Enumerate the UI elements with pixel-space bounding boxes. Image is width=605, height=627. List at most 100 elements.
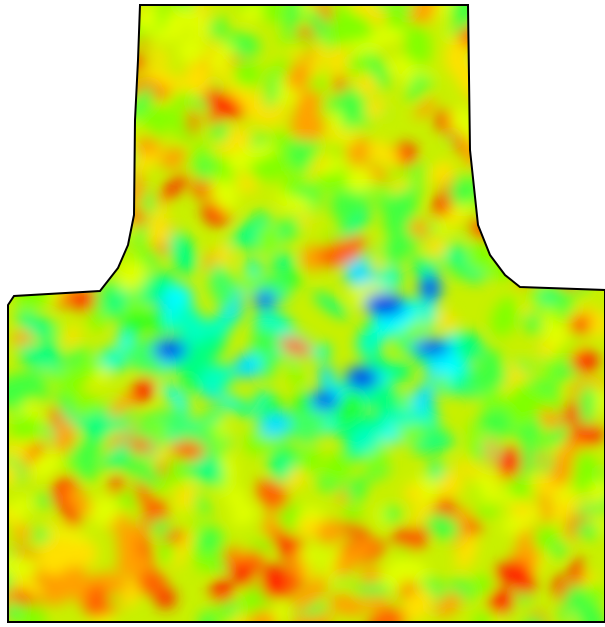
blob [566, 223, 594, 252]
blob [472, 154, 511, 204]
blob [31, 67, 57, 101]
blob [46, 125, 83, 146]
blob [561, 96, 602, 137]
blob [546, 25, 582, 71]
blob [70, 271, 96, 288]
blob [528, 115, 577, 164]
blob [514, 177, 543, 201]
blob [558, 73, 585, 97]
blob [487, 130, 521, 169]
blob [14, 18, 49, 55]
blob [544, 13, 565, 35]
blob [18, 15, 52, 31]
blob [566, 238, 587, 260]
blue-spot [418, 343, 446, 353]
blob [518, 5, 558, 38]
blob [468, 15, 489, 38]
blob [516, 106, 535, 122]
blob [40, 193, 76, 213]
blob [538, 27, 570, 70]
blob [508, 193, 554, 212]
blob [483, 86, 520, 124]
blob [42, 227, 75, 258]
blob [511, 229, 538, 249]
blob [26, 91, 53, 110]
blob [569, 0, 605, 25]
blob [507, 83, 532, 120]
blob [0, 96, 31, 127]
blob [583, 165, 605, 189]
blob [479, 193, 518, 232]
blob [521, 205, 552, 227]
blob [499, 155, 521, 173]
blob [542, 146, 584, 194]
blob [561, 205, 592, 233]
blob [56, 79, 78, 125]
blue-spot [316, 394, 334, 406]
blue-spot [350, 370, 374, 386]
blob [32, 233, 69, 276]
blob [32, 84, 60, 113]
blue-spot [424, 278, 436, 298]
blob [525, 159, 559, 195]
blob [103, 127, 137, 163]
blob [30, 185, 74, 220]
blob [32, 173, 52, 195]
blob [560, 35, 583, 59]
blob [578, 18, 605, 46]
blob [548, 149, 580, 179]
blob [0, 226, 37, 280]
blob [552, 226, 582, 262]
field-fill [0, 0, 605, 627]
blob [0, 23, 26, 58]
blob [567, 188, 605, 230]
blob [70, 3, 113, 39]
blob [66, 163, 80, 201]
blob [506, 180, 539, 208]
blob [589, 112, 605, 137]
blob [563, 224, 589, 245]
blob [100, 162, 135, 192]
blob [507, 0, 535, 34]
blob [11, 85, 56, 110]
blob [475, 57, 501, 99]
blob [534, 212, 569, 240]
blob [574, 196, 605, 235]
blob [38, 56, 55, 103]
blob [67, 15, 97, 45]
blob [84, 234, 114, 264]
blob [538, 205, 566, 234]
blob [7, 0, 37, 11]
blob [25, 165, 64, 199]
blob [0, 157, 27, 182]
blob [59, 142, 88, 176]
blob [29, 63, 60, 92]
blob [535, 78, 585, 126]
blob [503, 21, 539, 68]
blob [67, 34, 91, 60]
blob [74, 42, 119, 85]
blob [497, 139, 524, 166]
blob [558, 177, 587, 207]
blob [511, 175, 544, 219]
blob [538, 2, 576, 51]
blob [563, 73, 594, 104]
blob [6, 127, 39, 164]
blob [46, 141, 89, 181]
blob [477, 160, 515, 201]
field-map [0, 0, 605, 627]
blob [88, 40, 114, 68]
blob [504, 34, 532, 58]
blob [552, 94, 592, 132]
blob [542, 0, 576, 18]
blob [583, 228, 605, 277]
blob [68, 141, 111, 183]
blob [47, 250, 74, 277]
blob [484, 173, 506, 213]
blob [482, 2, 512, 31]
blob [533, 222, 564, 255]
blob [31, 39, 70, 81]
blob [56, 67, 69, 108]
blob [520, 24, 547, 54]
blob [10, 198, 42, 231]
